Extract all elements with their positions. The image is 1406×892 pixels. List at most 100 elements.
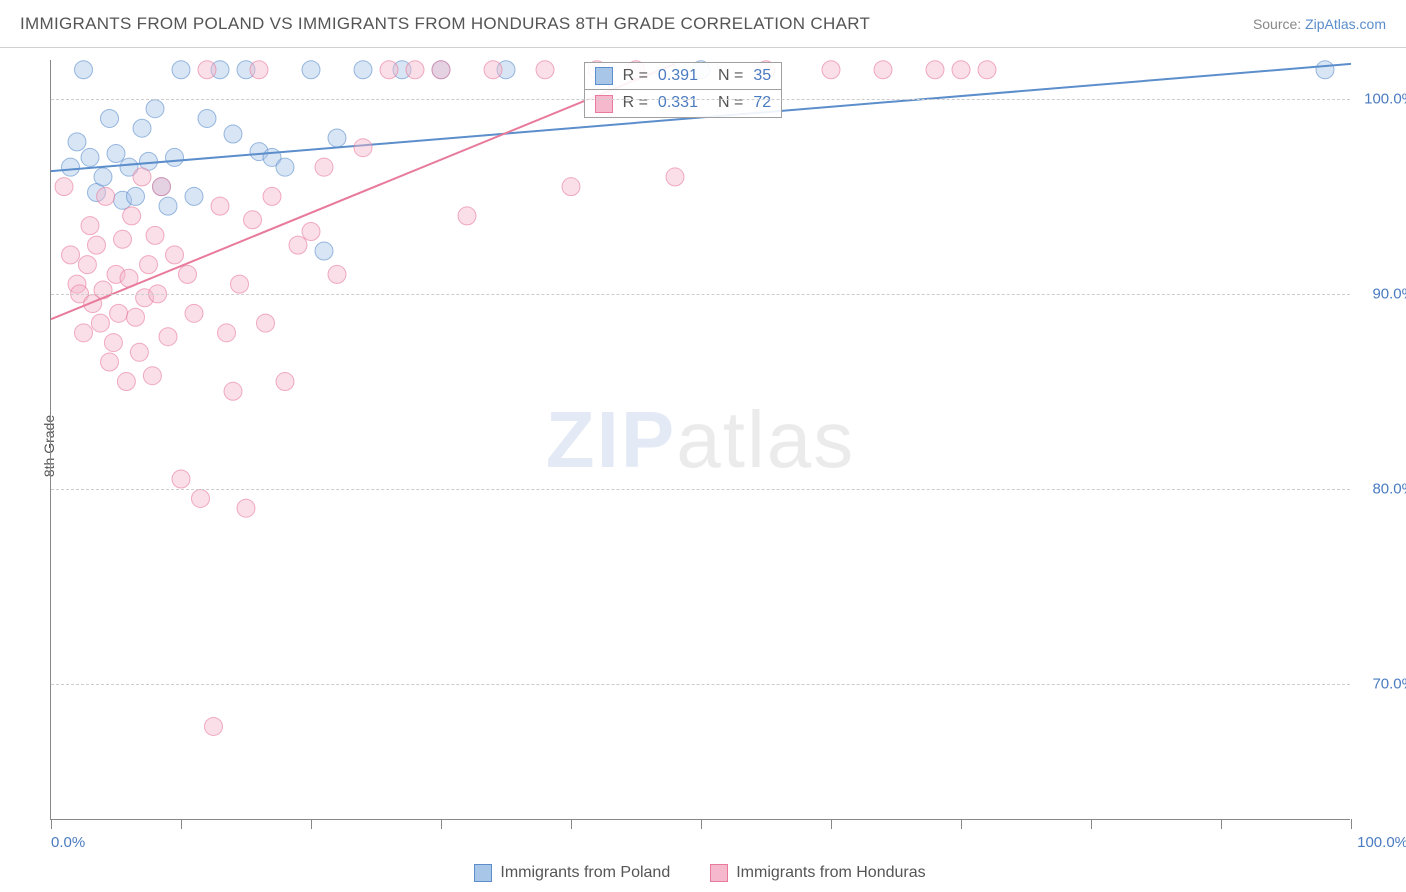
stat-n-label: N = xyxy=(718,92,743,114)
xtick xyxy=(311,819,312,829)
scatter-point xyxy=(198,109,216,127)
scatter-point xyxy=(276,158,294,176)
trend-line xyxy=(51,64,675,319)
legend-item: Immigrants from Honduras xyxy=(710,864,925,882)
xtick xyxy=(1091,819,1092,829)
scatter-point xyxy=(185,187,203,205)
scatter-point xyxy=(185,304,203,322)
stats-swatch xyxy=(595,95,613,113)
ytick-label: 80.0% xyxy=(1372,480,1406,497)
scatter-point xyxy=(140,256,158,274)
scatter-point xyxy=(55,178,73,196)
scatter-point xyxy=(133,119,151,137)
xtick xyxy=(701,819,702,829)
chart-header: IMMIGRANTS FROM POLAND VS IMMIGRANTS FRO… xyxy=(0,0,1406,48)
xtick xyxy=(831,819,832,829)
stats-row: R =0.331N =72 xyxy=(584,89,783,117)
chart-svg xyxy=(51,60,1351,820)
scatter-point xyxy=(107,145,125,163)
scatter-point xyxy=(328,129,346,147)
scatter-point xyxy=(68,133,86,151)
scatter-point xyxy=(133,168,151,186)
gridline xyxy=(51,684,1350,685)
scatter-point xyxy=(81,148,99,166)
scatter-point xyxy=(130,343,148,361)
scatter-point xyxy=(263,187,281,205)
scatter-point xyxy=(224,125,242,143)
xtick xyxy=(181,819,182,829)
scatter-point xyxy=(822,61,840,79)
scatter-point xyxy=(458,207,476,225)
scatter-point xyxy=(127,308,145,326)
stats-row: R =0.391N =35 xyxy=(584,62,783,89)
scatter-point xyxy=(153,178,171,196)
legend-label: Immigrants from Honduras xyxy=(736,864,925,882)
stat-n-label: N = xyxy=(718,65,743,87)
scatter-point xyxy=(244,211,262,229)
xtick xyxy=(441,819,442,829)
stat-r-value: 0.331 xyxy=(658,92,698,114)
source-link[interactable]: ZipAtlas.com xyxy=(1305,16,1386,32)
xtick xyxy=(571,819,572,829)
legend-label: Immigrants from Poland xyxy=(500,864,670,882)
scatter-point xyxy=(952,61,970,79)
scatter-point xyxy=(250,61,268,79)
scatter-point xyxy=(562,178,580,196)
scatter-point xyxy=(406,61,424,79)
source-attribution: Source: ZipAtlas.com xyxy=(1253,16,1386,32)
scatter-point xyxy=(211,197,229,215)
scatter-point xyxy=(536,61,554,79)
scatter-point xyxy=(117,373,135,391)
scatter-point xyxy=(159,197,177,215)
scatter-point xyxy=(302,61,320,79)
scatter-point xyxy=(146,100,164,118)
stats-swatch xyxy=(595,67,613,85)
scatter-point xyxy=(94,168,112,186)
scatter-point xyxy=(354,61,372,79)
legend-item: Immigrants from Poland xyxy=(474,864,670,882)
legend-swatch xyxy=(474,864,492,882)
scatter-point xyxy=(380,61,398,79)
stat-r-label: R = xyxy=(623,65,648,87)
stat-r-value: 0.391 xyxy=(658,65,698,87)
scatter-point xyxy=(276,373,294,391)
scatter-point xyxy=(101,353,119,371)
scatter-point xyxy=(172,470,190,488)
scatter-point xyxy=(978,61,996,79)
scatter-point xyxy=(97,187,115,205)
scatter-point xyxy=(192,489,210,507)
scatter-point xyxy=(354,139,372,157)
scatter-point xyxy=(101,109,119,127)
scatter-point xyxy=(146,226,164,244)
ytick-label: 70.0% xyxy=(1372,675,1406,692)
scatter-point xyxy=(62,158,80,176)
xtick-label-left: 0.0% xyxy=(51,834,85,851)
scatter-point xyxy=(166,246,184,264)
scatter-point xyxy=(205,717,223,735)
xtick xyxy=(961,819,962,829)
scatter-point xyxy=(1316,61,1334,79)
scatter-point xyxy=(143,367,161,385)
scatter-point xyxy=(81,217,99,235)
scatter-point xyxy=(315,242,333,260)
scatter-point xyxy=(198,61,216,79)
scatter-point xyxy=(75,324,93,342)
ytick-label: 100.0% xyxy=(1364,90,1406,107)
scatter-point xyxy=(172,61,190,79)
scatter-point xyxy=(289,236,307,254)
scatter-point xyxy=(218,324,236,342)
stat-n-value: 72 xyxy=(753,92,771,114)
xtick-label-right: 100.0% xyxy=(1357,834,1406,851)
scatter-point xyxy=(88,236,106,254)
scatter-point xyxy=(666,168,684,186)
gridline xyxy=(51,294,1350,295)
footer-legend: Immigrants from Poland Immigrants from Ho… xyxy=(50,864,1350,882)
scatter-point xyxy=(484,61,502,79)
plot-area: ZIPatlas R =0.391N =35R =0.331N =72 70.0… xyxy=(50,60,1350,820)
scatter-point xyxy=(257,314,275,332)
xtick xyxy=(51,819,52,829)
chart-title: IMMIGRANTS FROM POLAND VS IMMIGRANTS FRO… xyxy=(20,14,870,34)
scatter-point xyxy=(166,148,184,166)
scatter-point xyxy=(104,334,122,352)
scatter-point xyxy=(127,187,145,205)
